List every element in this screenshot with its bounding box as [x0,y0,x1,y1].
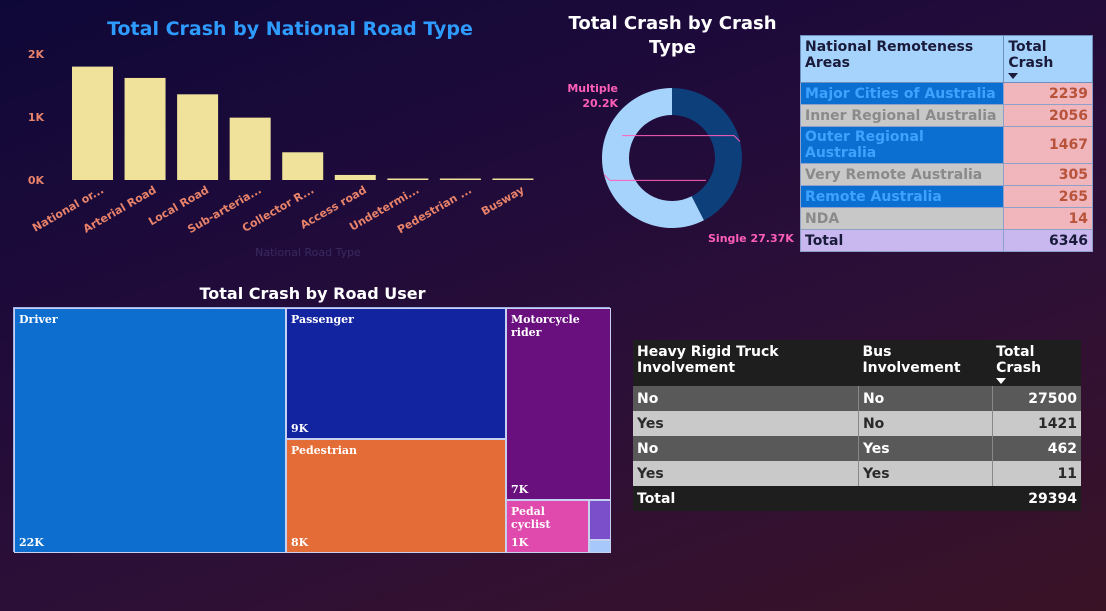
treemap-tile[interactable]: Pedestrian 8K [286,439,506,553]
truck-cell: No [633,436,859,461]
bar-chart-title: Total Crash by National Road Type [107,18,473,40]
treemap-tile[interactable] [589,500,611,540]
total-row: Total 6346 [799,229,1093,252]
truck-cell: Yes [633,461,859,486]
remoteness-area-cell: Remote Australia [799,185,1005,208]
total-crash-cell: 1467 [1003,126,1093,164]
donut-slice-single [601,88,704,228]
single-value-label: Single 27.37K [708,232,794,245]
truck-column-header[interactable]: Heavy Rigid Truck Involvement [633,340,859,386]
total-crash-cell: 462 [992,436,1081,461]
total-crash-cell: 265 [1003,185,1093,208]
total-crash-cell: 2056 [1003,104,1093,127]
single-leader-line [603,174,706,181]
total-label: Total [799,229,1005,252]
remoteness-column-header[interactable]: National Remoteness Areas [799,35,1005,83]
bar [229,117,271,180]
table-row[interactable]: Remote Australia 265 [799,185,1093,208]
bar [492,178,534,180]
road-user-treemap: Driver 22K Passenger 9K Pedestrian 8K Motorcyc… [13,307,611,553]
total-crash-cell: 11 [992,461,1081,486]
table-row[interactable]: No Yes 462 [633,436,1081,461]
truck-cell: Yes [633,411,859,436]
sort-descending-icon[interactable] [996,378,1007,384]
treemap-tile-value: 1K [511,536,529,549]
bar [439,178,481,180]
treemap-tile-value: 7K [511,483,529,496]
total-row: Total 29394 [633,486,1081,511]
truck-bus-table: Heavy Rigid Truck Involvement Bus Involv… [633,340,1081,511]
treemap-tile[interactable]: Motorcycle rider 7K [506,308,611,500]
y-tick-label: 1K [28,111,45,124]
crash-type-donut-chart: Multiple 20.2K Single 27.37K [567,82,794,245]
bar [282,152,324,180]
multiple-value-label: 20.2K [582,97,618,110]
total-crash-cell: 14 [1003,207,1093,230]
remoteness-area-cell: NDA [799,207,1005,230]
x-tick-label: Busway [479,183,526,218]
bar [387,178,429,180]
total-crash-header-label: Total Crash [1008,39,1054,71]
treemap-tile-value: 9K [291,422,309,435]
donut-slice-multiple [672,88,742,221]
table-row[interactable]: Inner Regional Australia 2056 [799,104,1093,127]
truck-total-header-label: Total Crash [996,344,1042,376]
bus-cell: No [858,411,993,436]
treemap-tile-label: Passenger [291,313,354,326]
sort-descending-icon[interactable] [1008,73,1019,79]
bar [124,77,166,180]
treemap-tile-label: Pedestrian [291,444,358,457]
truck-total-column-header[interactable]: Total Crash [992,340,1081,386]
remoteness-area-cell: Inner Regional Australia [799,104,1005,127]
y-tick-label: 0K [28,174,45,187]
table-row[interactable]: No No 27500 [633,386,1081,411]
treemap-title: Total Crash by Road User [199,284,426,303]
total-crash-cell: 27500 [992,386,1081,411]
table-row[interactable]: Yes Yes 11 [633,461,1081,486]
treemap-tile-label: Motorcycle rider [511,313,580,339]
y-tick-label: 2K [28,48,45,61]
total-label: Total [633,486,859,511]
total-crash-cell: 305 [1003,163,1093,186]
bus-cell: No [858,386,993,411]
multiple-label: Multiple [567,82,618,95]
total-crash-column-header[interactable]: Total Crash [1003,35,1093,83]
truck-cell: No [633,386,859,411]
bar [177,94,219,180]
remoteness-table: National Remoteness Areas Total Crash Ma… [799,35,1093,252]
total-crash-cell: 1421 [992,411,1081,436]
total-value: 6346 [1003,229,1093,252]
treemap-tile-value: 8K [291,536,309,549]
treemap-tile[interactable] [589,540,611,553]
treemap-tile-value: 22K [19,536,44,549]
bar [72,66,113,180]
remoteness-area-cell: Major Cities of Australia [799,82,1005,105]
bus-cell: Yes [858,461,993,486]
table-row[interactable]: NDA 14 [799,207,1093,230]
table-row[interactable]: Very Remote Australia 305 [799,163,1093,186]
treemap-tile[interactable]: Driver 22K [14,308,286,553]
bus-column-header[interactable]: Bus Involvement [858,340,993,386]
table-row[interactable]: Outer Regional Australia 1467 [799,126,1093,164]
treemap-tile[interactable]: Pedal cyclist 1K [506,500,589,553]
total-value: 29394 [992,486,1081,511]
treemap-tile-label: Pedal cyclist [511,505,551,531]
treemap-tile-label: Driver [19,313,58,326]
donut-chart-title: Total Crash by Crash Type [568,13,777,58]
table-row[interactable]: Yes No 1421 [633,411,1081,436]
total-crash-cell: 2239 [1003,82,1093,105]
remoteness-area-cell: Very Remote Australia [799,163,1005,186]
total-spacer [858,486,993,511]
bus-cell: Yes [858,436,993,461]
x-axis-title: National Road Type [255,246,361,259]
remoteness-area-cell: Outer Regional Australia [799,126,1005,164]
multiple-leader-line [622,135,741,142]
table-row[interactable]: Major Cities of Australia 2239 [799,82,1093,105]
treemap-tile[interactable]: Passenger 9K [286,308,506,439]
bar [334,174,376,180]
